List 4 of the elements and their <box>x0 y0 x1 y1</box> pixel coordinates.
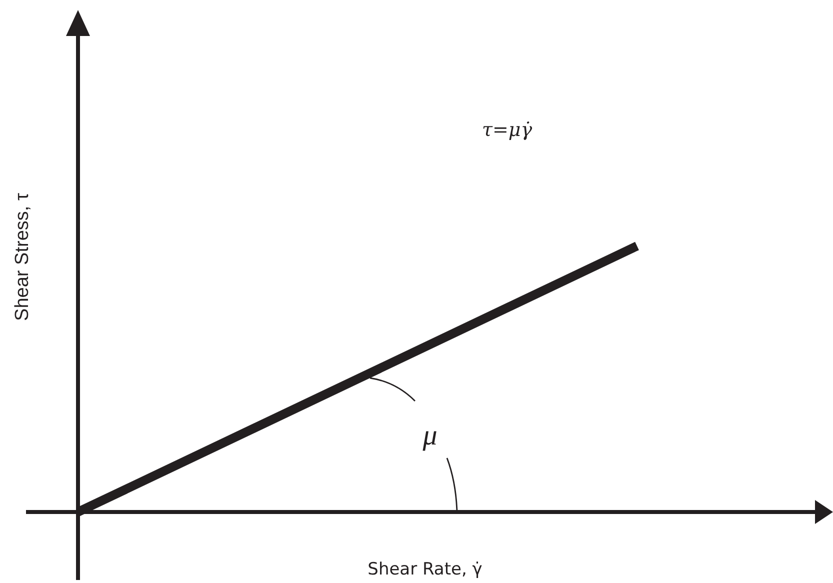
y-axis-title: Shear Stress, τ <box>12 192 34 321</box>
x-axis-title: Shear Rate, γ̇ <box>368 559 482 580</box>
annotation: μ <box>422 420 438 452</box>
text: τ=μγ̇ <box>482 118 533 141</box>
